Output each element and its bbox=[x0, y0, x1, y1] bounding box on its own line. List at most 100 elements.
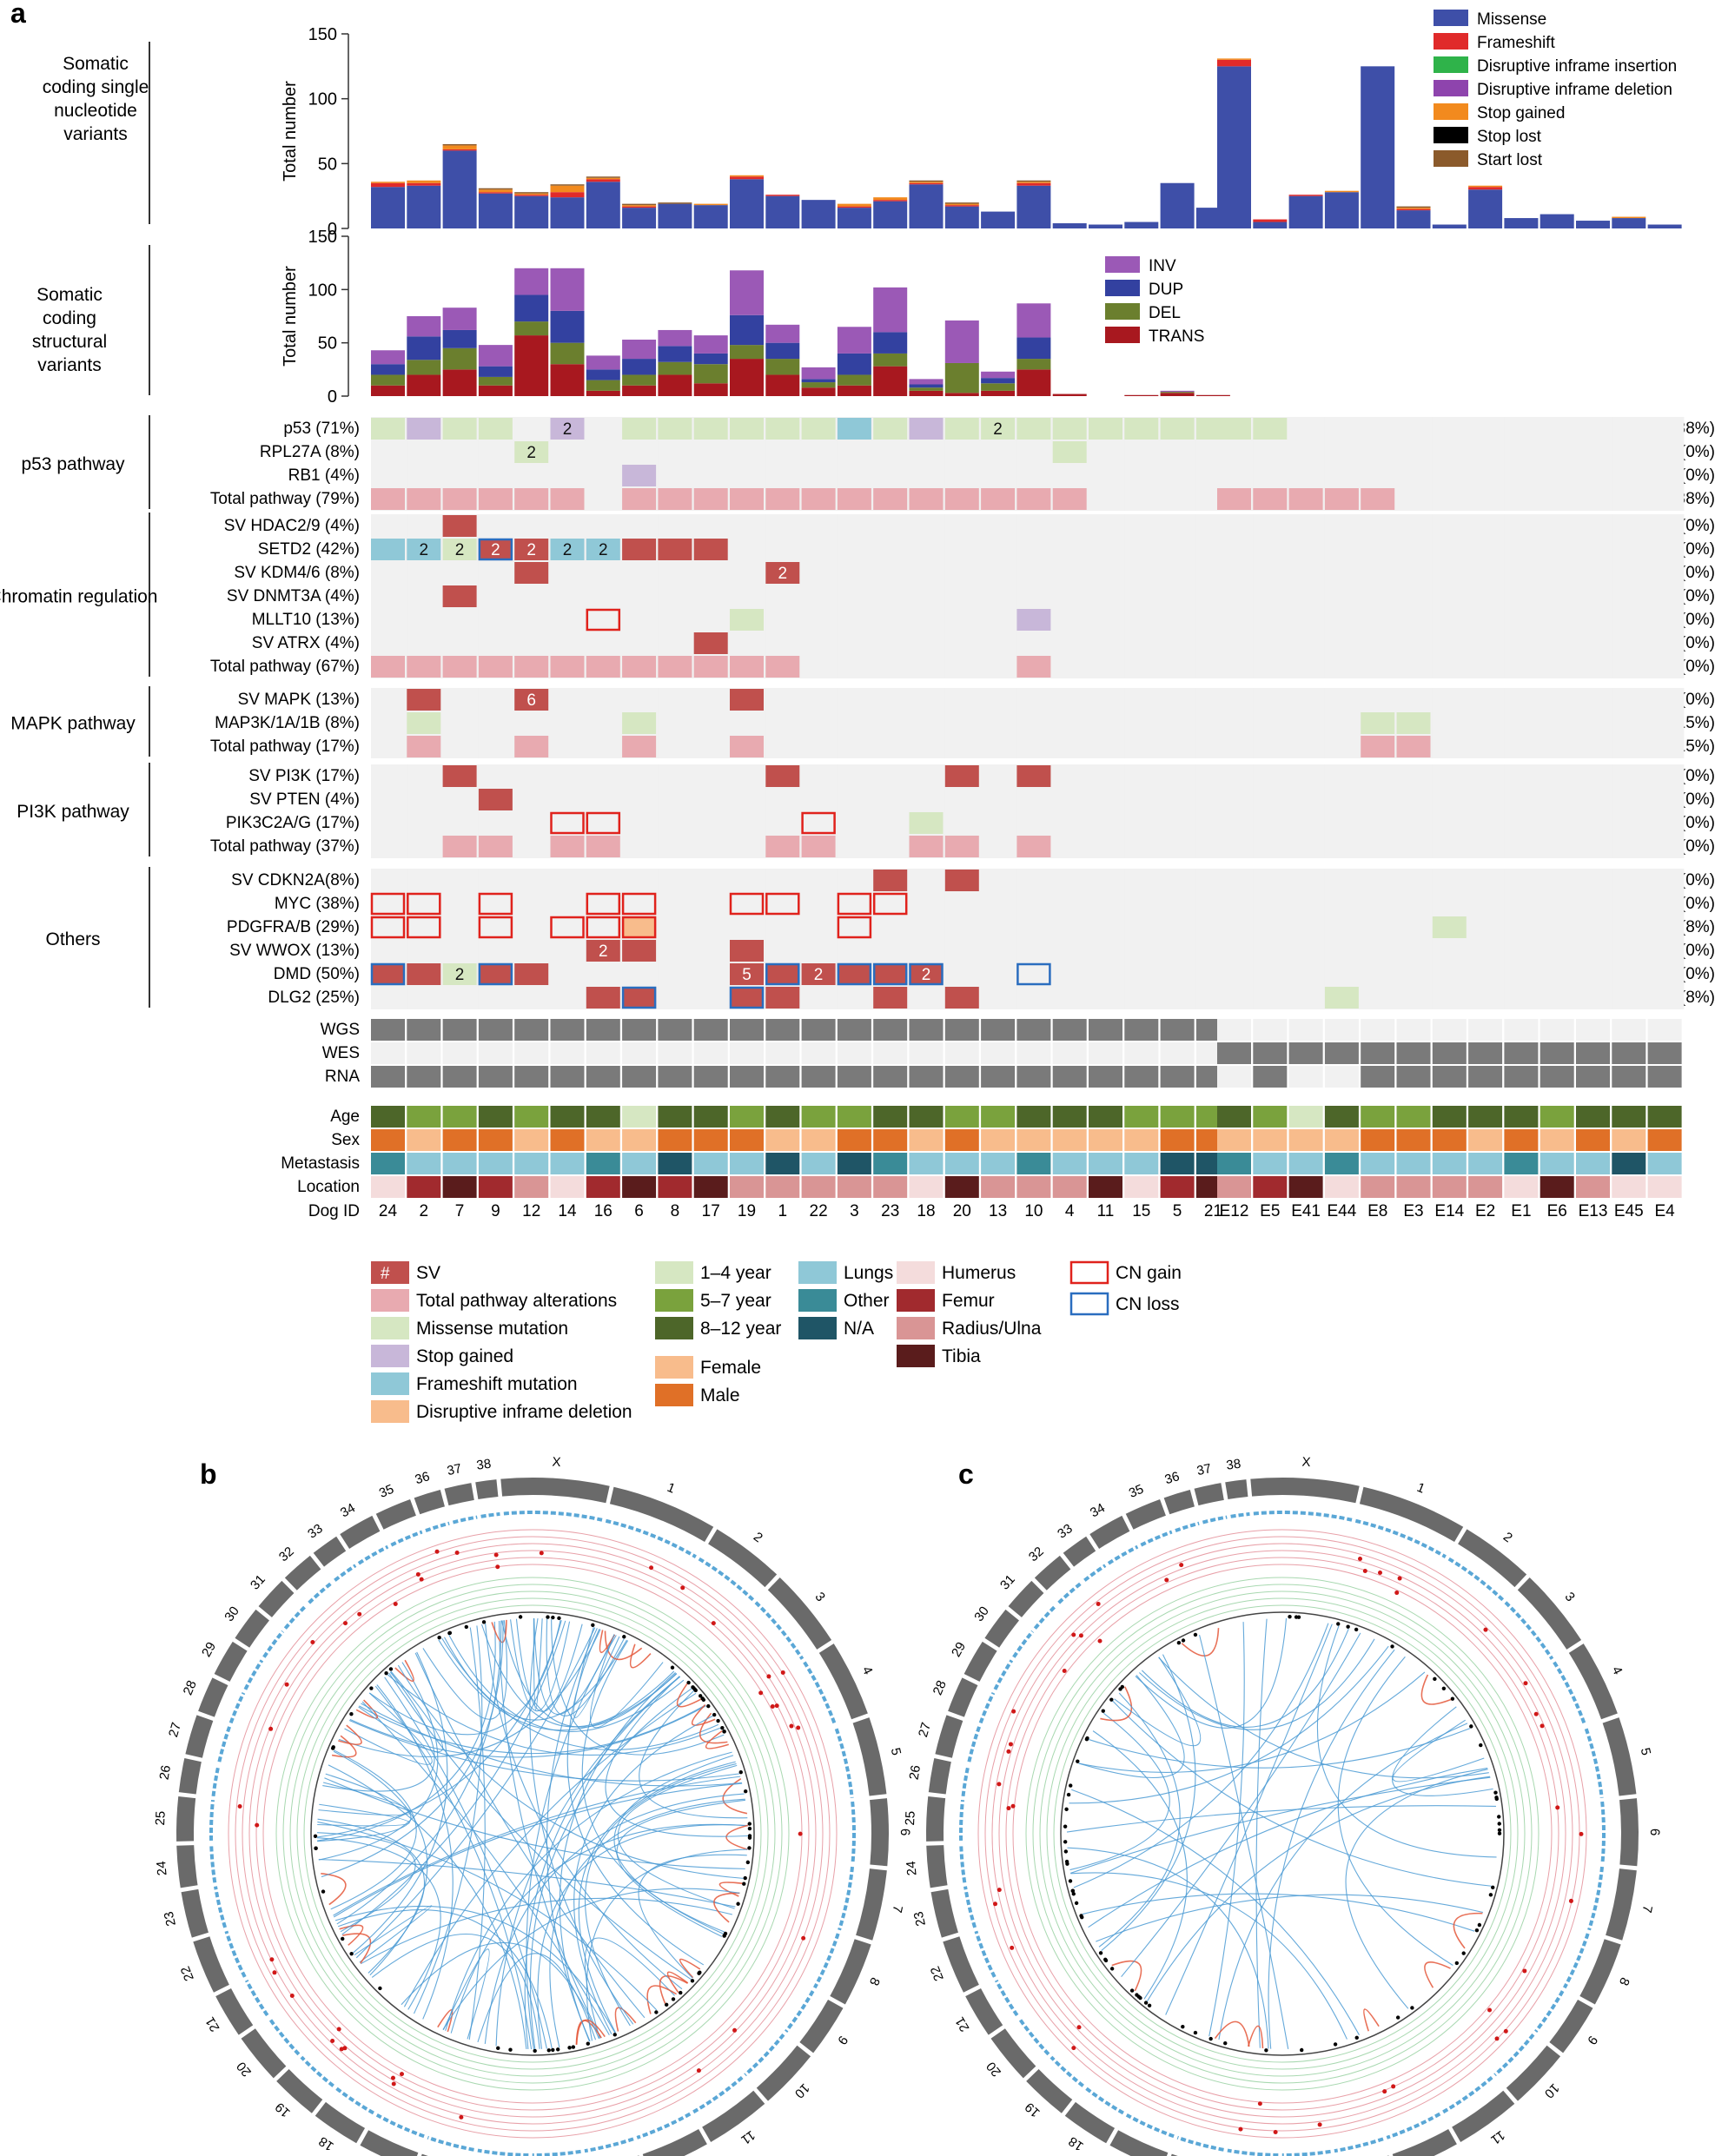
chromosome-label: 11 bbox=[738, 2127, 758, 2147]
bg-cell bbox=[622, 869, 659, 892]
sv-breakpoint bbox=[1461, 1951, 1466, 1955]
dog-id: 22 bbox=[810, 1202, 828, 1220]
sv-breakpoint bbox=[1068, 1879, 1073, 1883]
bar-frameshift bbox=[442, 149, 477, 151]
onco-cell bbox=[1361, 736, 1395, 757]
bg-cell bbox=[730, 835, 766, 858]
clinical-cell bbox=[1089, 1176, 1122, 1198]
chromosome-band bbox=[926, 1796, 946, 1842]
snv-dot bbox=[539, 1551, 544, 1556]
clinical-cell bbox=[514, 1176, 549, 1198]
bg-cell bbox=[801, 939, 838, 962]
bg-cell bbox=[1468, 561, 1505, 585]
bar-trans bbox=[730, 359, 764, 396]
row-percent: (0%) bbox=[1680, 517, 1715, 535]
bg-cell bbox=[1089, 487, 1125, 511]
chromosome-label: 2 bbox=[751, 1530, 765, 1546]
legend-label: Humerus bbox=[942, 1263, 1016, 1283]
clinical-cell bbox=[658, 1129, 692, 1151]
seq-cell bbox=[1504, 1019, 1539, 1041]
cn-ring bbox=[1563, 1933, 1590, 1989]
bar-missense bbox=[478, 193, 513, 228]
bg-cell bbox=[837, 835, 874, 858]
inter-link bbox=[1135, 1617, 1288, 1729]
bg-cell bbox=[1324, 892, 1361, 916]
onco-cell bbox=[622, 712, 657, 734]
seq-cell bbox=[550, 1019, 585, 1041]
cn-ring bbox=[1334, 2137, 1384, 2153]
row-percent: (0%) bbox=[1680, 443, 1715, 461]
seq-cell bbox=[765, 1042, 800, 1064]
bg-cell bbox=[1217, 632, 1254, 655]
legend-label: Radius/Ulna bbox=[942, 1319, 1042, 1339]
inter-link bbox=[359, 1704, 706, 1755]
bg-cell bbox=[1647, 962, 1685, 986]
bar-missense bbox=[371, 187, 405, 228]
inter-link bbox=[1069, 1645, 1389, 1804]
row-label: SV HDAC2/9 (4%) bbox=[224, 517, 360, 535]
sv-breakpoint bbox=[671, 1997, 676, 2001]
onco-cell bbox=[514, 656, 549, 678]
bg-cell bbox=[1288, 440, 1326, 464]
bg-cell bbox=[407, 986, 444, 1009]
bg-cell bbox=[1160, 464, 1197, 487]
bg-cell bbox=[1324, 417, 1361, 440]
bar-trans bbox=[981, 390, 1016, 396]
clinical-cell bbox=[765, 1176, 800, 1198]
chromosome-band bbox=[1506, 2045, 1561, 2101]
cell-count: 2 bbox=[599, 942, 608, 961]
snv-dot bbox=[1010, 1945, 1015, 1950]
bar-missense bbox=[765, 195, 800, 228]
seq-cell bbox=[1576, 1042, 1610, 1064]
chromosome-label: 2 bbox=[1500, 1530, 1515, 1546]
onco-cell bbox=[586, 836, 620, 857]
cn-loss-box bbox=[1016, 962, 1051, 986]
sv-breakpoint bbox=[1300, 2047, 1304, 2053]
row-label: MLLT10 (13%) bbox=[252, 611, 360, 629]
onco-cell bbox=[442, 656, 477, 678]
bg-cell bbox=[873, 735, 910, 758]
row-label: Total pathway (37%) bbox=[210, 837, 360, 856]
bg-cell bbox=[407, 464, 444, 487]
bg-cell bbox=[1504, 608, 1541, 632]
snv-dot bbox=[1257, 2101, 1262, 2106]
clinical-cell bbox=[1396, 1129, 1431, 1151]
chromosome-band bbox=[1225, 1479, 1248, 1500]
chromosome-label: 32 bbox=[276, 1544, 297, 1564]
cn-loss-box bbox=[837, 962, 872, 986]
chromosome-label: 20 bbox=[234, 2059, 255, 2080]
snv-dot bbox=[1540, 1723, 1545, 1729]
intra-link bbox=[339, 1924, 364, 1946]
legend-label: CN gain bbox=[1116, 1263, 1182, 1283]
cn-gain-box bbox=[837, 892, 872, 916]
dog-id: 4 bbox=[1065, 1202, 1075, 1220]
bg-cell bbox=[801, 464, 838, 487]
bar-dup bbox=[658, 346, 692, 362]
bg-cell bbox=[407, 788, 444, 811]
bar-frameshift bbox=[1253, 219, 1288, 222]
clinical-cell bbox=[514, 1153, 549, 1174]
bg-cell bbox=[1052, 608, 1089, 632]
clinical-cell bbox=[586, 1129, 620, 1151]
clinical-cell bbox=[1160, 1106, 1195, 1128]
inter-link bbox=[1082, 1893, 1475, 1932]
bg-cell bbox=[1396, 869, 1434, 892]
cn-ring bbox=[425, 1521, 450, 1532]
clinical-cell bbox=[1647, 1106, 1682, 1128]
seq-cell bbox=[1468, 1066, 1503, 1088]
cn-ring bbox=[300, 2055, 334, 2087]
bg-cell bbox=[909, 440, 946, 464]
bg-cell bbox=[765, 608, 803, 632]
bar-missense bbox=[1324, 192, 1359, 228]
bg-cell bbox=[1432, 711, 1469, 735]
chromosome-label: 18 bbox=[316, 2133, 336, 2153]
clinical-cell bbox=[1468, 1176, 1503, 1198]
sv-breakpoint bbox=[738, 1769, 743, 1775]
seq-cell bbox=[1288, 1066, 1323, 1088]
row-percent: (0%) bbox=[1680, 837, 1715, 856]
onco-cell bbox=[407, 963, 441, 985]
bg-cell bbox=[478, 440, 515, 464]
group-label: PI3K pathway bbox=[17, 802, 129, 822]
cell-count: 2 bbox=[778, 565, 788, 583]
chromosome-band bbox=[930, 1888, 959, 1938]
